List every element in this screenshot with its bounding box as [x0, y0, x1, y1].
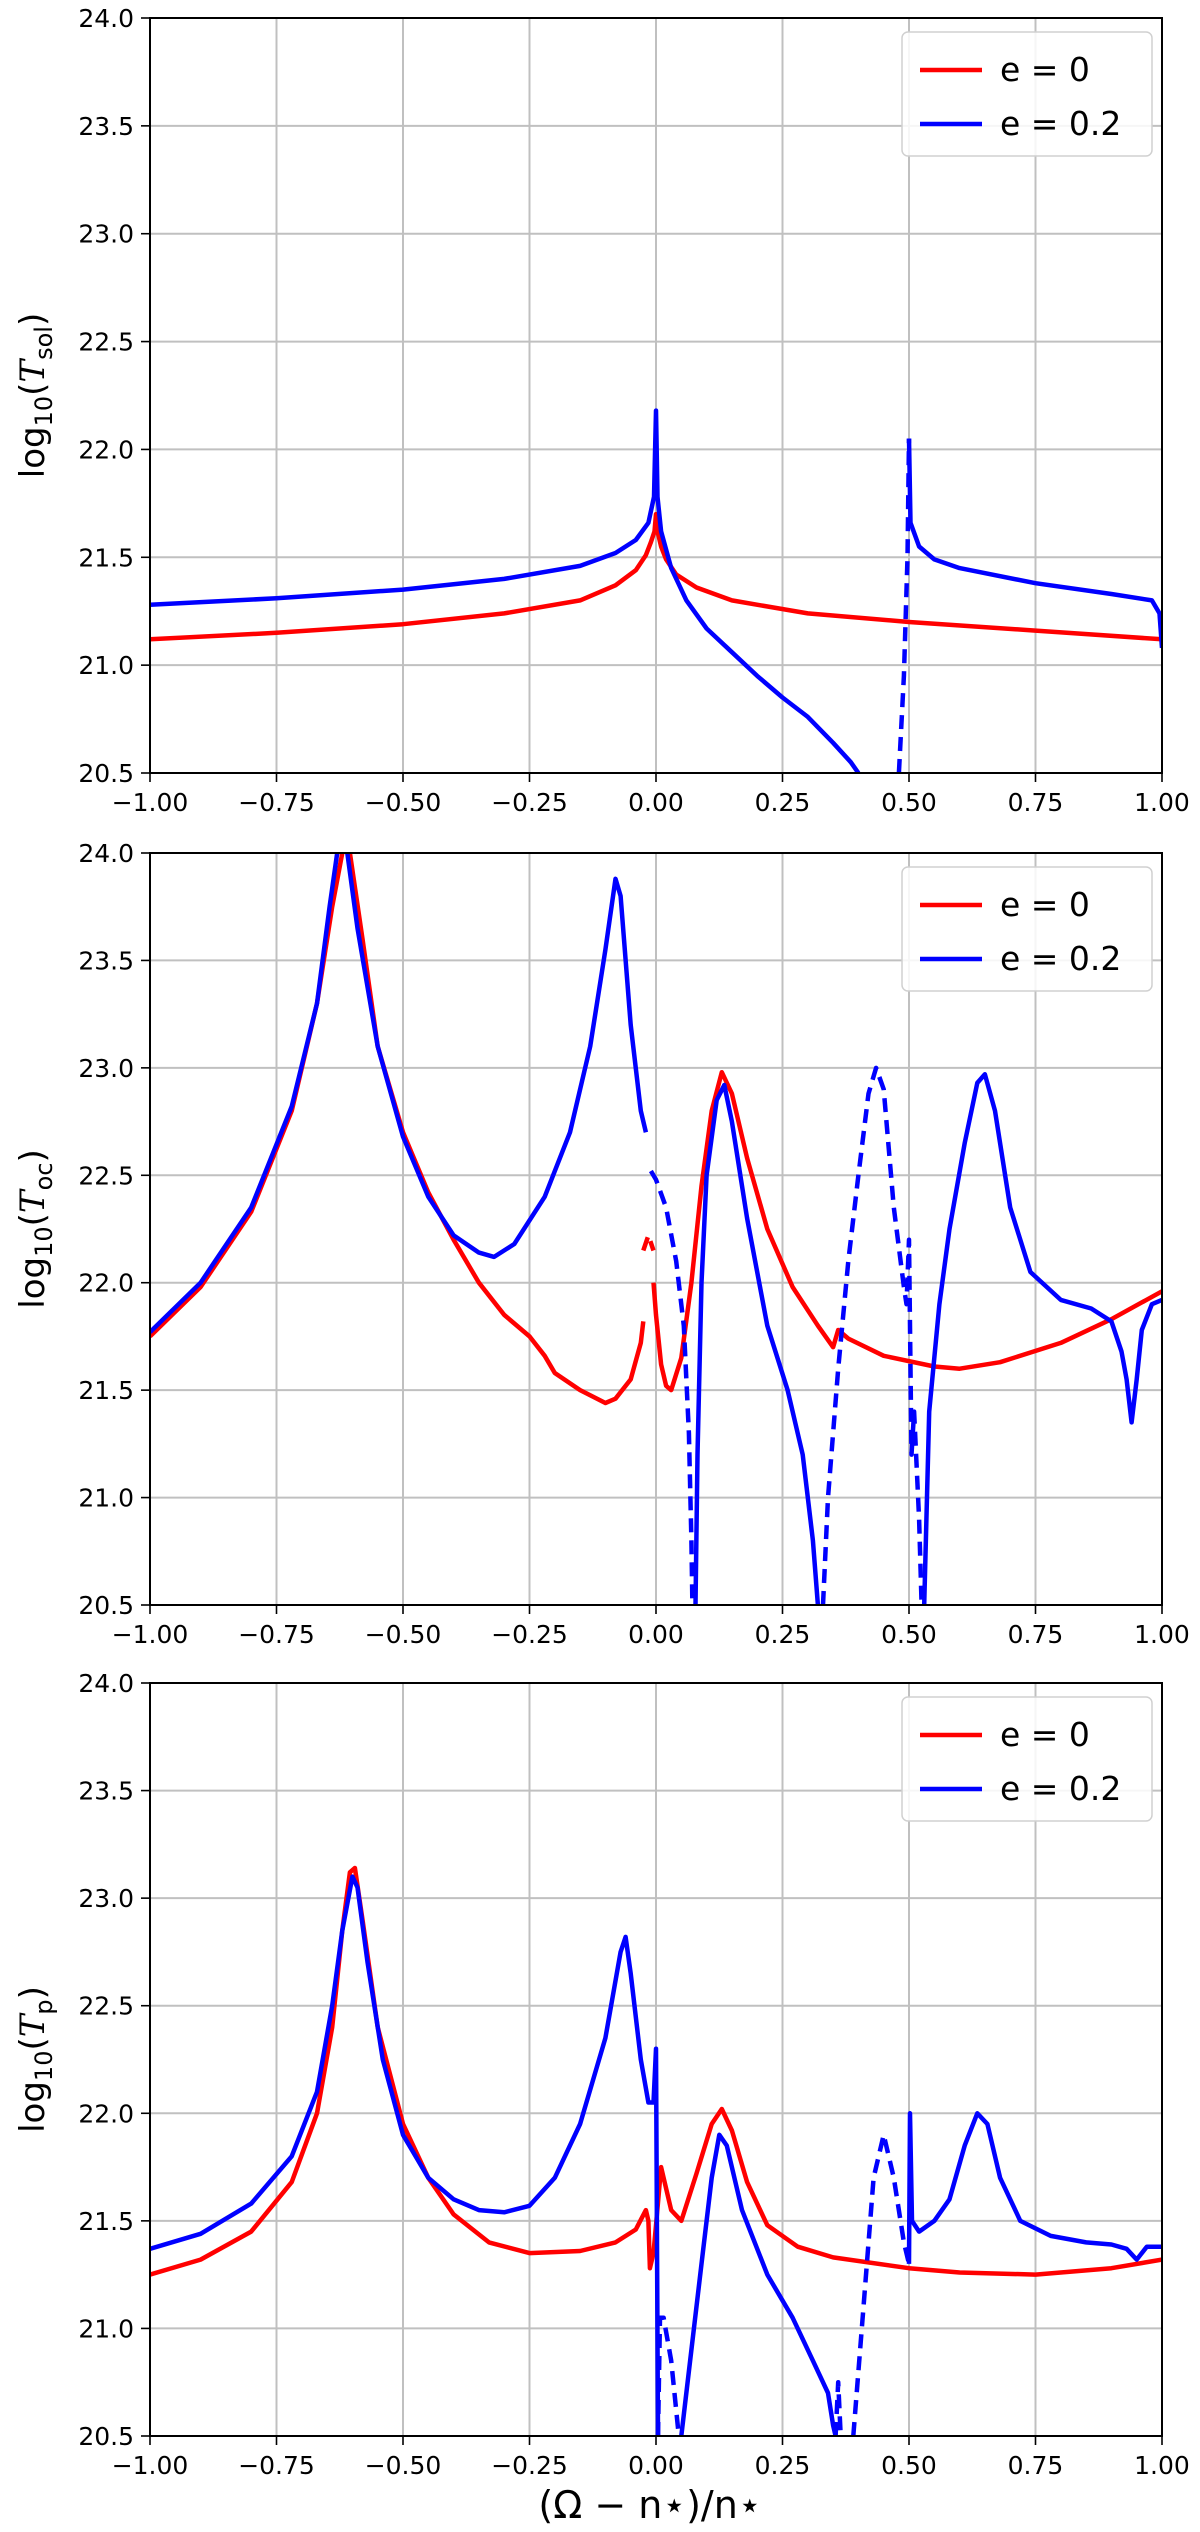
- y-tick-label: 22.5: [78, 328, 134, 357]
- series-e02-line: [833, 2379, 843, 2436]
- y-tick-label: 23.5: [78, 112, 134, 141]
- chart-panel-3: −1.00 −0.75 −0.50 −0.25 0.00 0.25 0.50 0.75 1.00…: [13, 1669, 1190, 2480]
- y-tick-label: 23.0: [78, 220, 134, 249]
- y-tick-label: 21.0: [78, 2314, 134, 2343]
- x-tick-label: −1.00: [112, 2451, 189, 2480]
- x-tick-label: 0.75: [1008, 2451, 1064, 2480]
- series-group: [150, 853, 1162, 1605]
- chart-panel-2: −1.00 −0.75 −0.50 −0.25 0.00 0.25 0.50 0.75 1.00…: [13, 839, 1190, 1649]
- x-tick-label: 1.00: [1134, 1620, 1190, 1649]
- x-tick-label: −0.75: [238, 1620, 315, 1649]
- x-tick-label: 0.25: [755, 1620, 811, 1649]
- x-tick-label: −0.75: [238, 2451, 315, 2480]
- axes-frame: [149, 1682, 1163, 2437]
- series-e0-line: [150, 853, 345, 1339]
- series-e02-line: [150, 853, 340, 1334]
- series-e0-line: [651, 1069, 1162, 1393]
- y-tick-label: 24.0: [78, 4, 134, 33]
- x-tick-label: 0.00: [628, 1620, 684, 1649]
- series-e02-line: [896, 438, 912, 773]
- series-e02-line: [679, 2132, 838, 2436]
- y-tick-label: 21.5: [78, 2207, 134, 2236]
- series-e02-line: [150, 1874, 661, 2436]
- y-tick-label: 23.5: [78, 946, 134, 975]
- x-tick-label: −0.50: [365, 788, 442, 817]
- series-e0-line: [150, 511, 1162, 642]
- y-tick-label: 22.0: [78, 2099, 134, 2128]
- x-tick-label: −0.50: [365, 1620, 442, 1649]
- legend: e = 0 e = 0.2: [901, 866, 1153, 992]
- series-e02-line: [648, 1169, 695, 1605]
- x-tick-label: 0.50: [881, 2451, 937, 2480]
- series-group: [150, 408, 1162, 773]
- series-e02-line: [906, 438, 1162, 649]
- x-tick-label: 0.75: [1008, 1620, 1064, 1649]
- x-tick-label: −0.75: [238, 788, 315, 817]
- series-e0-line: [641, 1233, 656, 1252]
- series-e02-line: [820, 1065, 924, 1605]
- y-tick-label: 22.5: [78, 1992, 134, 2021]
- y-tick-label: 20.5: [78, 759, 134, 788]
- x-axis-label: (Ω − n⋆)/n⋆: [538, 2483, 761, 2527]
- x-tick-label: 0.25: [755, 2451, 811, 2480]
- x-tick-label: 1.00: [1134, 2451, 1190, 2480]
- series-e02-line: [851, 2132, 912, 2436]
- legend-label-e02: e = 0.2: [1000, 104, 1121, 143]
- x-tick-label: 0.00: [628, 788, 684, 817]
- x-tick-label: 0.75: [1008, 788, 1064, 817]
- series-e02-line: [150, 408, 861, 773]
- series-e0-line: [347, 853, 646, 1406]
- y-tick-label: 24.0: [78, 1669, 134, 1698]
- y-tick-label: 21.5: [78, 543, 134, 572]
- x-tick-label: −0.25: [491, 788, 568, 817]
- legend: e = 0 e = 0.2: [901, 1696, 1153, 1822]
- y-tick-label: 21.0: [78, 651, 134, 680]
- y-tick-label: 20.5: [78, 2422, 134, 2451]
- y-axis-label: log10(Tp): [13, 1986, 58, 2133]
- x-tick-label: 0.25: [755, 788, 811, 817]
- x-tick-label: −1.00: [112, 788, 189, 817]
- axes-frame: [149, 17, 1163, 774]
- x-tick-label: −0.50: [365, 2451, 442, 2480]
- chart-panel-1: −1.00 −0.75 −0.50 −0.25 0.00 0.25 0.50 0.75 1.00…: [13, 4, 1190, 817]
- legend-label-e0: e = 0: [1000, 885, 1090, 924]
- x-tick-label: −0.25: [491, 2451, 568, 2480]
- y-axis-label: log10(Toc): [13, 1149, 58, 1309]
- x-tick-label: 0.50: [881, 1620, 937, 1649]
- y-tick-label: 21.0: [78, 1484, 134, 1513]
- series-e02-line: [655, 2315, 682, 2436]
- x-tick-label: −0.25: [491, 1620, 568, 1649]
- y-axis-label: log10(Tsol): [13, 313, 58, 478]
- x-tick-label: −1.00: [112, 1620, 189, 1649]
- x-tick-label: 0.00: [628, 2451, 684, 2480]
- y-tick-label: 22.5: [78, 1161, 134, 1190]
- legend-label-e0: e = 0: [1000, 50, 1090, 89]
- y-tick-label: 20.5: [78, 1591, 134, 1620]
- series-e02-line: [345, 853, 649, 1260]
- x-tick-label: 0.50: [881, 788, 937, 817]
- y-tick-label: 22.0: [78, 1269, 134, 1298]
- legend: e = 0 e = 0.2: [901, 31, 1153, 157]
- legend-label-e0: e = 0: [1000, 1715, 1090, 1754]
- legend-label-e02: e = 0.2: [1000, 1769, 1121, 1808]
- axes-frame: [149, 852, 1163, 1606]
- y-tick-label: 23.5: [78, 1777, 134, 1806]
- series-e02-line: [906, 2111, 1162, 2264]
- series-group: [150, 1865, 1162, 2436]
- y-tick-label: 21.5: [78, 1376, 134, 1405]
- series-e02-line: [921, 1072, 1162, 1605]
- x-tick-label: 1.00: [1134, 788, 1190, 817]
- series-e02-line: [693, 1082, 821, 1605]
- y-tick-label: 22.0: [78, 435, 134, 464]
- y-tick-label: 23.0: [78, 1884, 134, 1913]
- y-tick-label: 23.0: [78, 1054, 134, 1083]
- y-tick-label: 24.0: [78, 839, 134, 868]
- legend-label-e02: e = 0.2: [1000, 939, 1121, 978]
